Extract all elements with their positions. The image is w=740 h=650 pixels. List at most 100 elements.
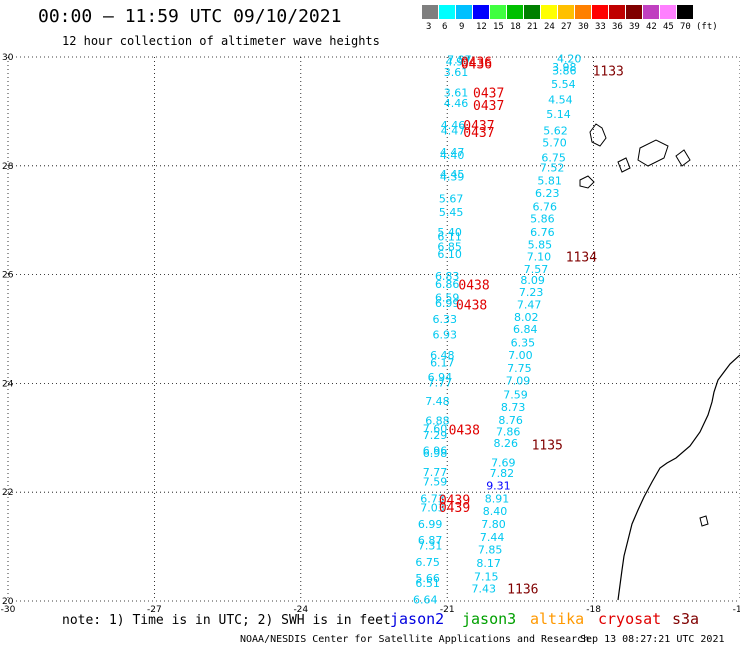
- wave-height-value: 5.67: [439, 192, 464, 205]
- africa-coastline: [617, 354, 740, 601]
- pass-time-label: 0438: [458, 278, 489, 293]
- wave-height-value: 5.45: [439, 206, 464, 219]
- pass-time-label: 0437: [473, 99, 504, 114]
- wave-height-value: 6.17: [430, 357, 455, 370]
- legend-label: 21: [527, 22, 538, 32]
- wave-height-value: 6.76: [533, 201, 558, 214]
- wave-height-tracks: 7.874.973.613.614.464.464.474.474.404.45…: [413, 53, 624, 607]
- legend-swatch: [507, 5, 523, 19]
- wave-height-value: 6.99: [418, 518, 443, 531]
- lon-tick-label: -21: [440, 605, 455, 615]
- wave-height-value: 7.03: [420, 501, 445, 514]
- lat-tick-label: 24: [2, 379, 14, 389]
- pass-time-label: 0438: [456, 299, 487, 314]
- wave-height-value: 4.20: [557, 53, 582, 66]
- legend-swatch: [592, 5, 608, 19]
- wave-height-value: 8.73: [501, 401, 526, 414]
- lat-tick-label: 28: [2, 162, 14, 172]
- lon-tick-label: -30: [1, 605, 16, 615]
- satellite-legend-jason2: jason2: [390, 610, 445, 628]
- wave-height-value: 8.91: [485, 493, 510, 506]
- wave-height-value: 7.44: [480, 531, 505, 544]
- pass-time-label: 0437: [463, 119, 494, 134]
- wave-height-value: 7.00: [508, 349, 533, 362]
- legend-swatch: [660, 5, 676, 19]
- wave-height-value: 4.40: [440, 149, 465, 162]
- legend-label: 33: [595, 22, 606, 32]
- legend-label: 30: [578, 22, 589, 32]
- wave-height-value: 4.39: [440, 171, 465, 184]
- legend-label: 3: [426, 22, 432, 32]
- wave-height-value: 4.46: [441, 119, 466, 132]
- legend-swatch: [541, 5, 557, 19]
- island-small: [699, 515, 709, 527]
- legend-label: 36: [612, 22, 623, 32]
- wave-height-value: 7.29: [423, 429, 448, 442]
- wave-height-value: 3.86: [552, 65, 577, 78]
- wave-height-value: 7.87: [447, 54, 472, 67]
- wave-height-value: 7.43: [472, 582, 497, 595]
- wave-height-value: 7.48: [425, 395, 450, 408]
- wave-height-value: 5.40: [437, 226, 462, 239]
- wave-height-value: 6.48: [430, 349, 455, 362]
- wave-height-value: 3.61: [444, 66, 469, 79]
- wave-height-value: 4.97: [446, 55, 471, 68]
- wave-height-value: 6.88: [425, 414, 450, 427]
- legend-swatch: [575, 5, 591, 19]
- legend-label: 15: [493, 22, 504, 32]
- pass-time-label: 0436: [461, 55, 492, 70]
- wave-height-value: 4.47: [441, 124, 466, 137]
- map-subtitle: 12 hour collection of altimeter wave hei…: [62, 34, 380, 48]
- wave-height-value: 6.23: [535, 187, 560, 200]
- wave-height-value: 7.57: [524, 263, 549, 276]
- legend-swatch: [626, 5, 642, 19]
- wave-height-value: 7.10: [527, 251, 552, 264]
- legend-swatch: [643, 5, 659, 19]
- legend-label: 42: [646, 22, 657, 32]
- lon-tick-label: -15: [733, 605, 740, 615]
- wave-height-value: 6.96: [423, 444, 448, 457]
- legend-swatch: [609, 5, 625, 19]
- lat-tick-label: 20: [2, 597, 14, 607]
- pass-time-label: 1134: [566, 251, 597, 266]
- generated-timestamp: Sep 13 08:27:21 UTC 2021: [580, 634, 725, 645]
- legend-swatch: [677, 5, 693, 19]
- legend-label: 12: [476, 22, 487, 32]
- wave-height-value: 7.23: [519, 286, 544, 299]
- legend-swatch: [422, 5, 438, 19]
- wave-height-value: 5.62: [543, 124, 568, 137]
- wave-height-value: 6.93: [433, 328, 458, 341]
- wave-height-value: 4.54: [548, 93, 573, 106]
- lon-tick-label: -24: [293, 605, 308, 615]
- lat-tick-label: 26: [2, 271, 14, 281]
- wave-height-value: 5.54: [551, 78, 576, 91]
- legend-swatch: [490, 5, 506, 19]
- legend-label: 6: [442, 22, 448, 32]
- wave-height-value: 5.86: [530, 213, 555, 226]
- pass-time-label: 1136: [507, 582, 538, 597]
- wave-height-value: 4.45: [440, 168, 465, 181]
- wave-height-value: 7.82: [490, 467, 515, 480]
- wave-height-value: 6.73: [420, 493, 445, 506]
- wave-height-value: 6.75: [541, 152, 566, 165]
- wave-height-value: 7.77: [423, 466, 448, 479]
- wave-height-value: 6.59: [435, 291, 460, 304]
- wave-height-value: 4.47: [440, 146, 465, 159]
- wave-height-value: 6.94: [428, 371, 453, 384]
- wave-height-value: 7.31: [418, 540, 443, 553]
- wave-height-value: 5.66: [415, 572, 440, 585]
- wave-height-value: 7.59: [503, 388, 528, 401]
- satellite-legend-altika: altika: [530, 610, 585, 628]
- wave-height-value: 7.15: [474, 571, 499, 584]
- wave-height-value: 6.75: [415, 556, 440, 569]
- wave-height-value: 5.81: [537, 174, 562, 187]
- wave-height-value: 3.61: [444, 86, 469, 99]
- wave-height-value: 6.99: [435, 297, 460, 310]
- lon-tick-label: -18: [586, 605, 601, 615]
- legend-label: 70: [680, 22, 691, 32]
- legend-swatch: [524, 5, 540, 19]
- wave-height-value: 8.76: [498, 414, 523, 427]
- wave-height-value: 7.09: [506, 375, 531, 388]
- wave-height-value: 8.09: [520, 274, 545, 287]
- legend-unit: (ft): [696, 22, 718, 32]
